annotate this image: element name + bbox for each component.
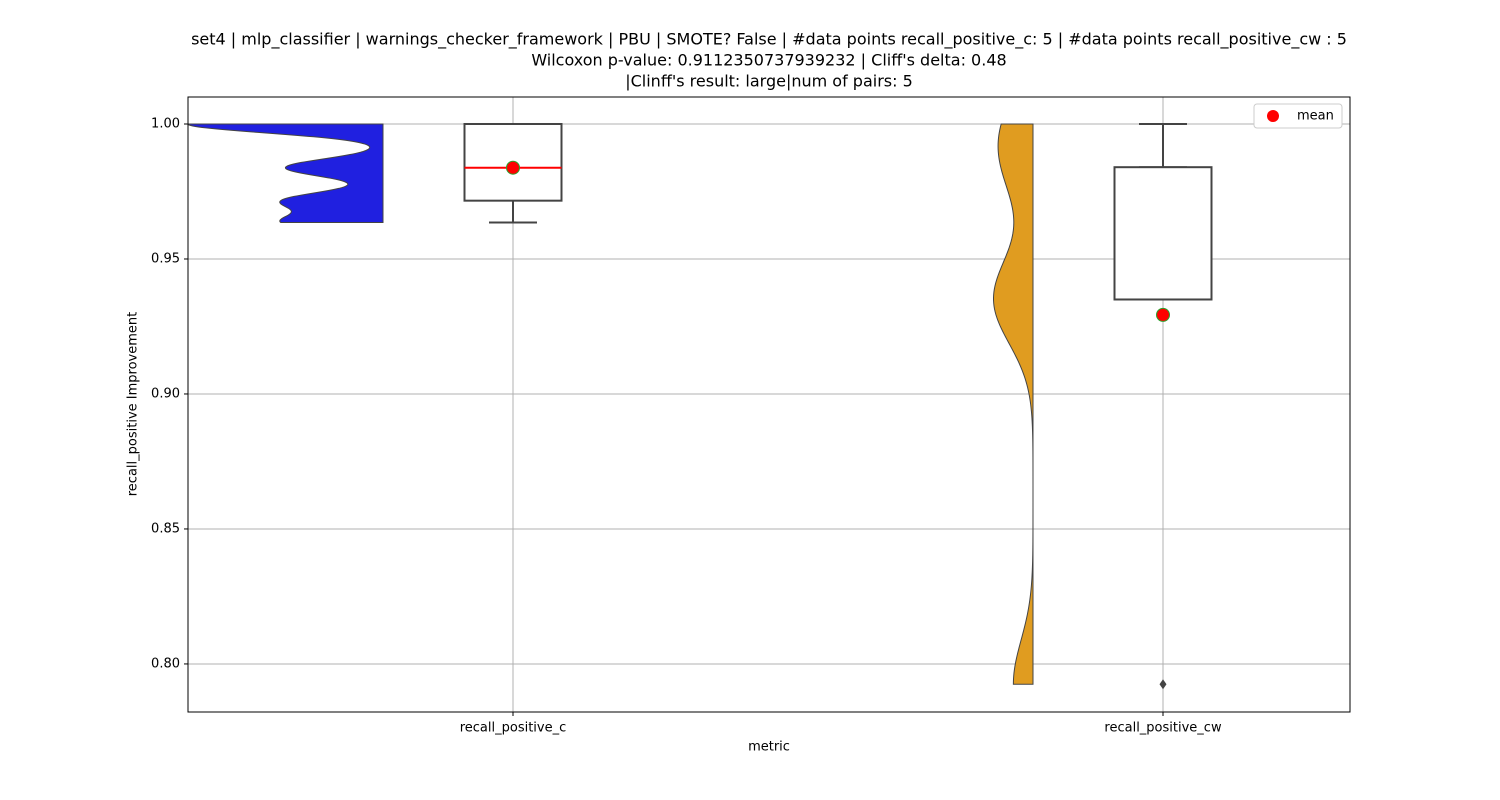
axes-frame [187,96,1351,713]
violin [187,123,384,224]
violin [993,123,1034,685]
x-tick-label: recall_positive_cw [1104,721,1222,736]
mean-marker [1156,307,1170,322]
mean-marker [506,160,520,175]
chart-subtitle: Wilcoxon p-value: 0.9112350737939232 | C… [531,51,1006,70]
x-axis-label: metric [748,740,790,755]
outlier [1159,679,1167,690]
y-tick-label: 0.95 [151,251,180,266]
y-tick-label: 0.90 [151,386,180,401]
box [1113,166,1213,301]
chart-subtitle: |Clinff's result: large|num of pairs: 5 [625,72,913,91]
x-tick-label: recall_positive_c [460,721,567,736]
legend-marker [1267,110,1279,122]
y-axis-label: recall_positive Improvement [126,312,141,496]
chart-title: set4 | mlp_classifier | warnings_checker… [191,30,1347,50]
legend-label: mean [1297,109,1334,124]
y-tick-label: 0.80 [151,656,180,671]
y-tick-label: 0.85 [151,521,180,536]
legend-box [1253,103,1343,129]
y-tick-label: 1.00 [151,116,180,131]
